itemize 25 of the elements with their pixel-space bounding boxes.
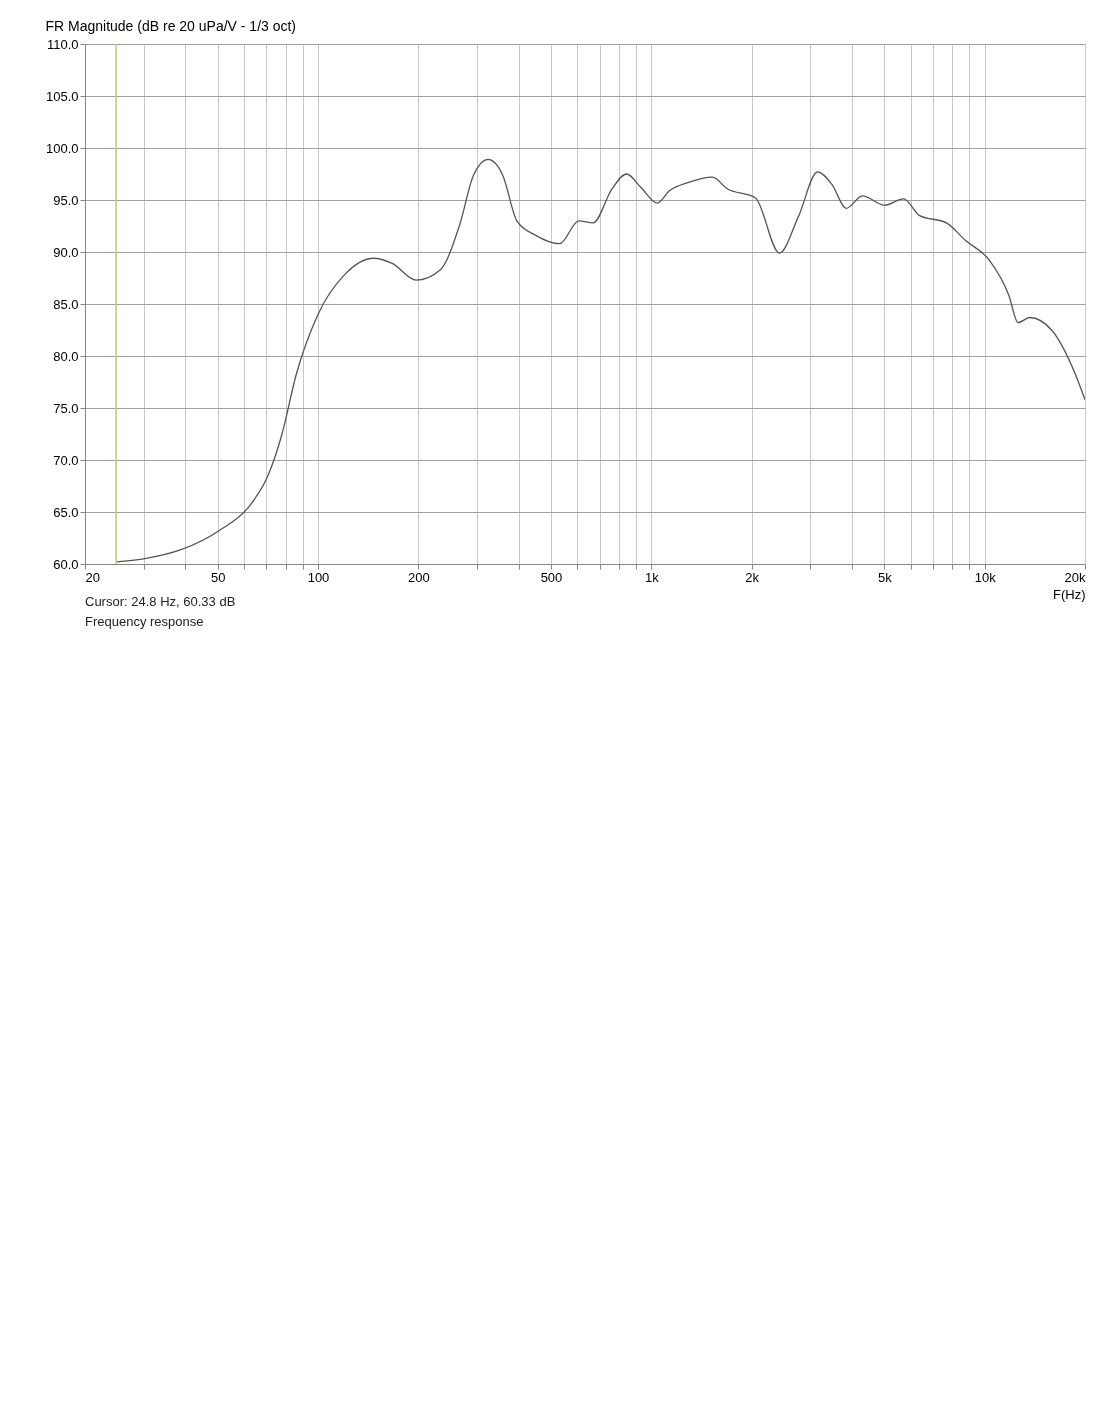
text: Frequency response: [85, 614, 204, 629]
x-tick-label: 20: [85, 569, 100, 585]
text: Cursor: 24.8 Hz, 60.33 dB: [85, 594, 236, 609]
x-tick-label: 2k: [745, 569, 760, 585]
y-tick-label: 60.0: [53, 556, 79, 572]
y-tick-label: 100.0: [45, 140, 79, 156]
x-tick-label: 100: [307, 569, 330, 585]
x-tick-label: 5k: [877, 569, 893, 585]
y-tick-label: 95.0: [53, 192, 79, 208]
y-tick-label: 75.0: [53, 400, 79, 416]
x-tick-label: 200: [407, 569, 430, 585]
y-tick-label: 90.0: [53, 244, 79, 260]
x-tick-label: 10k: [974, 569, 997, 585]
x-tick-label: 50: [210, 569, 226, 585]
x-tick-label: 1k: [644, 569, 660, 585]
y-tick-label: 85.0: [53, 296, 79, 312]
y-tick-label: 105.0: [45, 88, 79, 104]
x-axis-title: F(Hz): [1053, 586, 1086, 602]
y-tick-label: 65.0: [53, 504, 79, 520]
x-tick-label: 20k: [1064, 569, 1086, 585]
x-tick-label: 500: [540, 569, 563, 585]
y-tick-label: 110.0: [46, 36, 79, 52]
chart-title: FR Magnitude (dB re 20 uPa/V - 1/3 oct): [45, 18, 297, 34]
y-tick-label: 80.0: [53, 348, 79, 364]
y-tick-label: 70.0: [53, 452, 79, 468]
